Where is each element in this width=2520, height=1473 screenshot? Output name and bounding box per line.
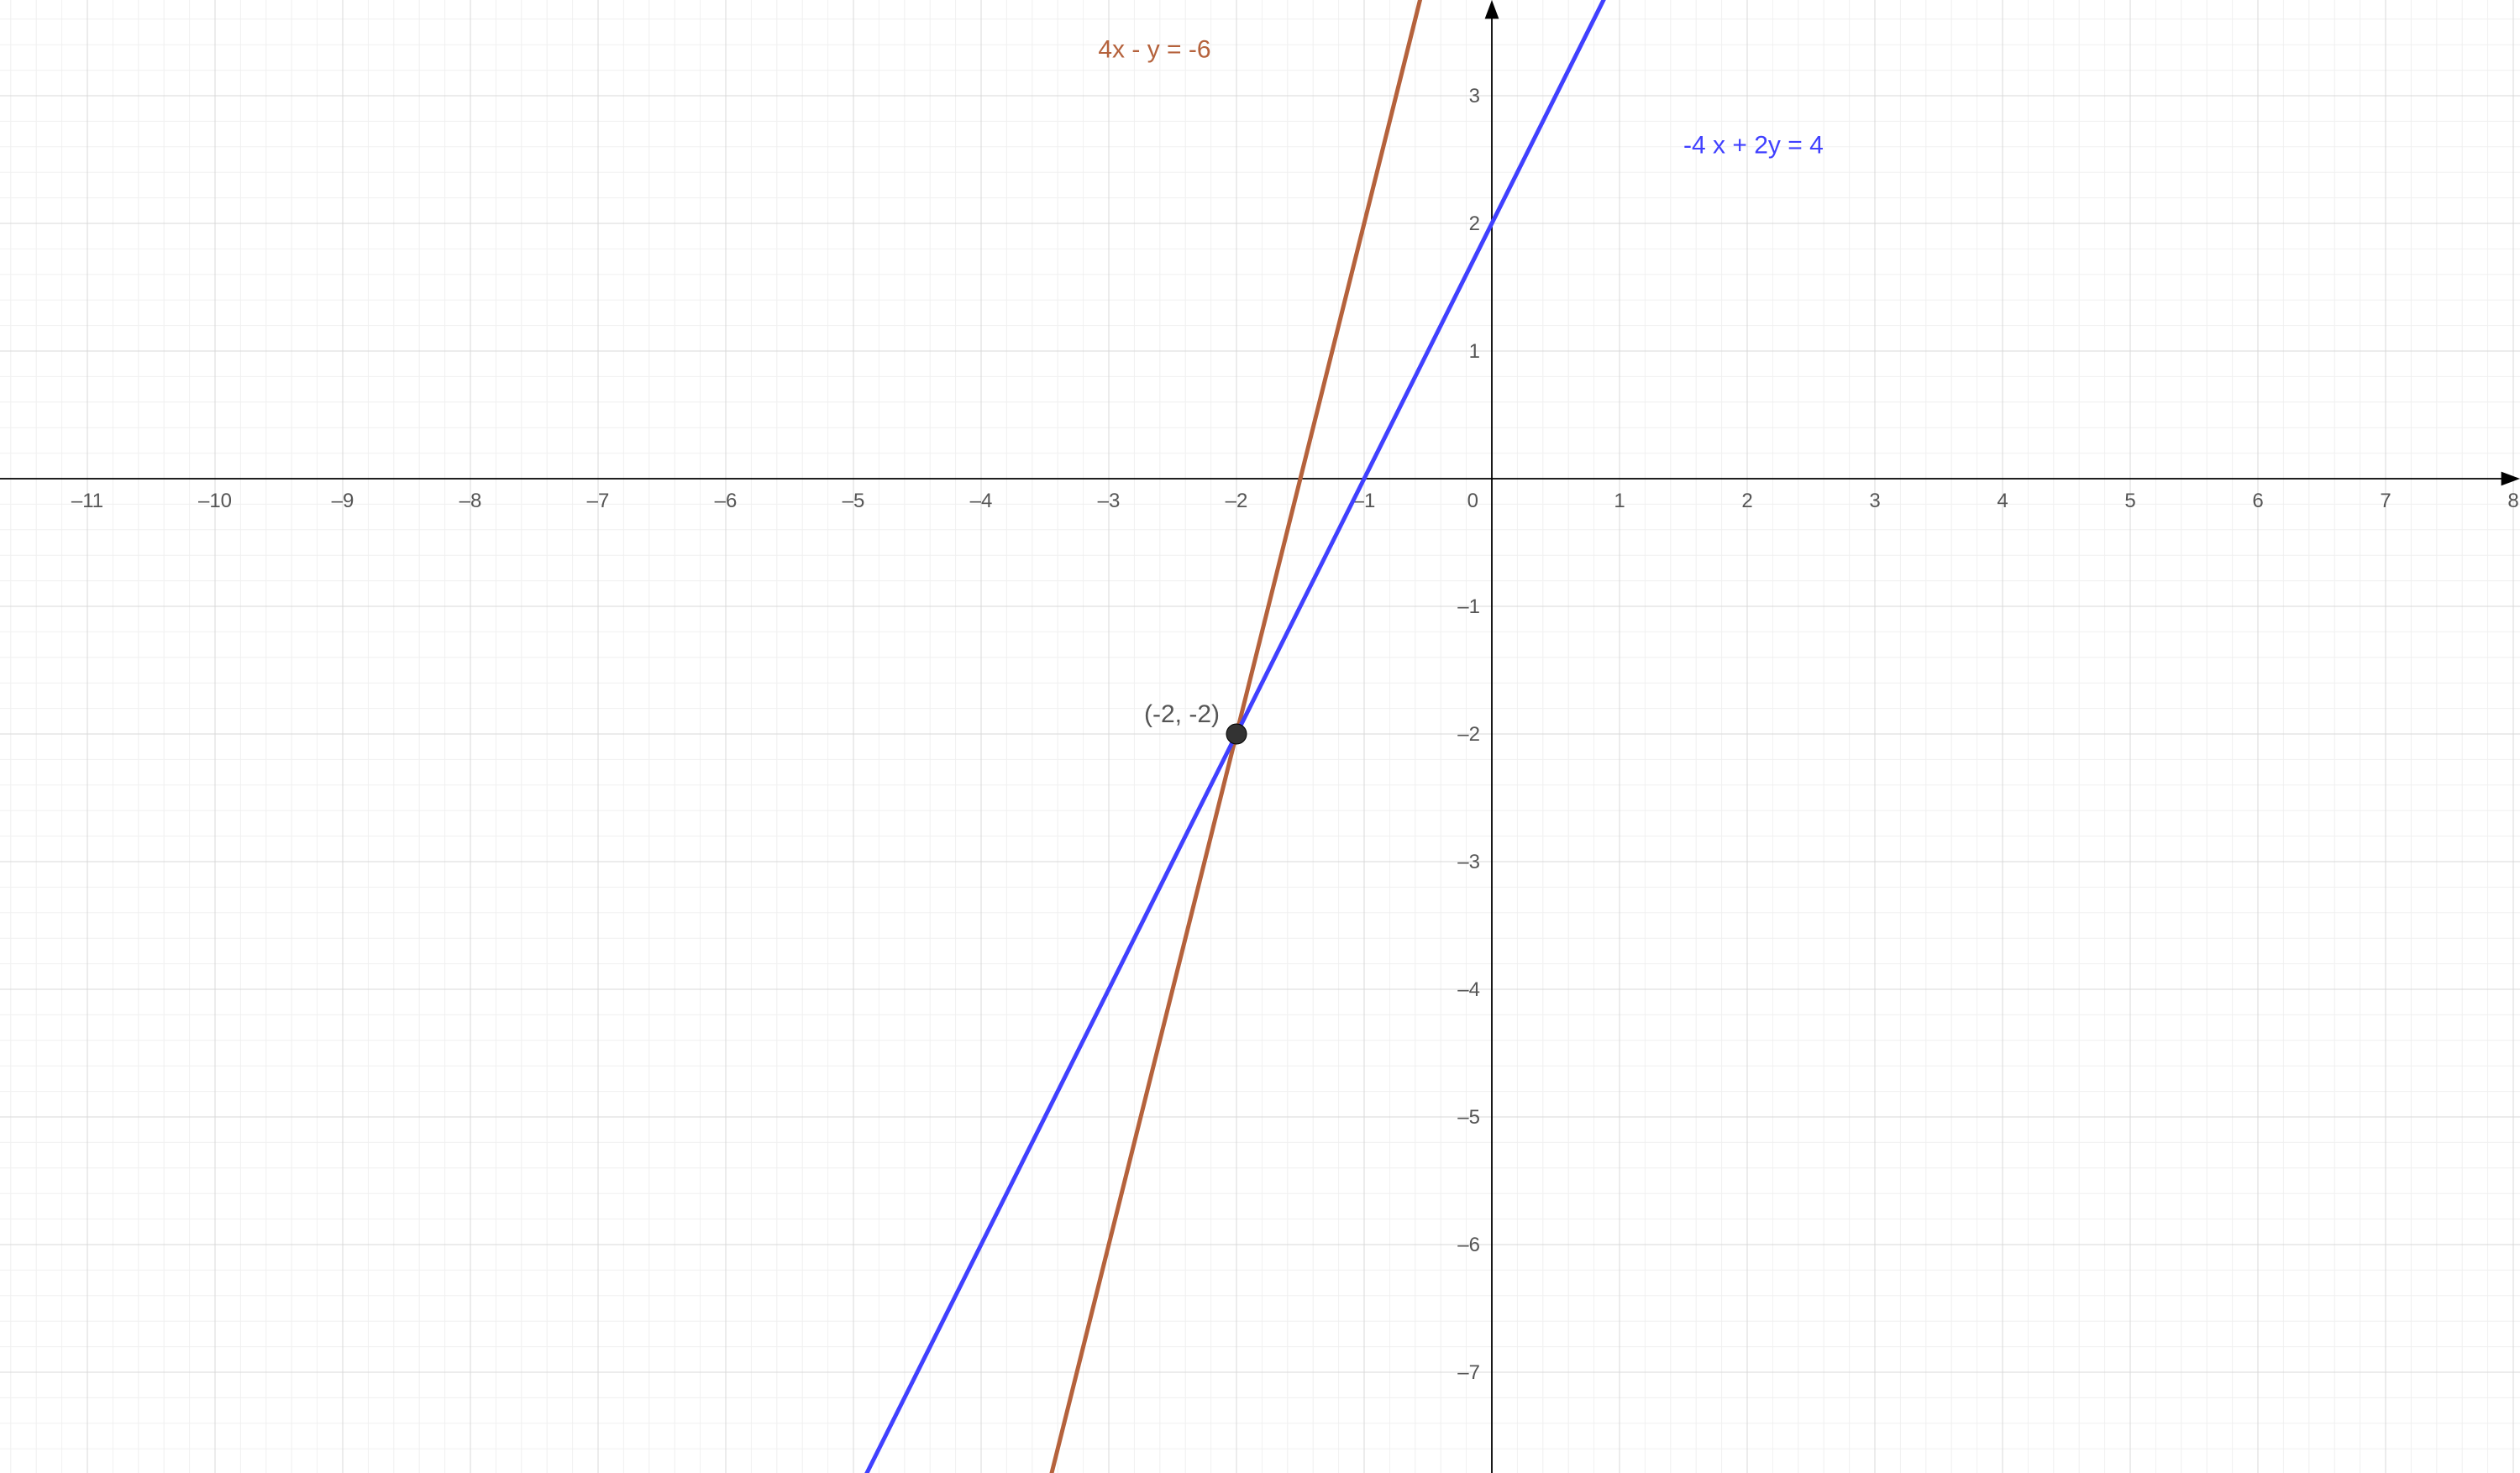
intersection-label: (-2, -2) [1144, 700, 1220, 728]
coordinate-plane: –11–10–9–8–7–6–5–4–3–2–1012345678–7–6–5–… [0, 0, 2520, 1473]
x-tick-label: –5 [843, 490, 865, 512]
x-tick-label: –2 [1226, 490, 1248, 512]
intersection-point [1226, 724, 1247, 744]
x-tick-label: –3 [1098, 490, 1121, 512]
x-tick-label: 8 [2507, 490, 2518, 512]
x-tick-label: 3 [1869, 490, 1880, 512]
y-tick-label: 1 [1469, 340, 1480, 363]
x-tick-label: 1 [1614, 490, 1625, 512]
y-tick-label: –1 [1457, 595, 1480, 618]
x-tick-label: 6 [2252, 490, 2263, 512]
line-label-line2: -4 x + 2y = 4 [1683, 131, 1824, 159]
x-tick-label: –11 [71, 490, 103, 512]
x-tick-label: 5 [2124, 490, 2135, 512]
y-tick-label: –2 [1457, 723, 1480, 746]
x-tick-label: –4 [970, 490, 993, 512]
x-tick-label: 4 [1997, 490, 2008, 512]
y-tick-label: –3 [1457, 851, 1480, 873]
y-tick-label: 2 [1469, 212, 1480, 235]
x-tick-label: 0 [1467, 490, 1478, 512]
y-tick-label: –5 [1457, 1106, 1480, 1129]
y-tick-label: –4 [1457, 978, 1480, 1001]
x-tick-label: 7 [2380, 490, 2391, 512]
x-tick-label: –7 [587, 490, 610, 512]
x-tick-label: 2 [1741, 490, 1752, 512]
x-tick-label: –9 [332, 490, 354, 512]
x-tick-label: –6 [715, 490, 738, 512]
y-tick-label: 3 [1469, 85, 1480, 107]
plot-background [0, 0, 2520, 1473]
line-label-line1: 4x - y = -6 [1098, 35, 1210, 63]
y-tick-label: –7 [1457, 1361, 1480, 1384]
x-tick-label: –10 [198, 490, 232, 512]
y-tick-label: –6 [1457, 1234, 1480, 1256]
x-tick-label: –8 [459, 490, 482, 512]
